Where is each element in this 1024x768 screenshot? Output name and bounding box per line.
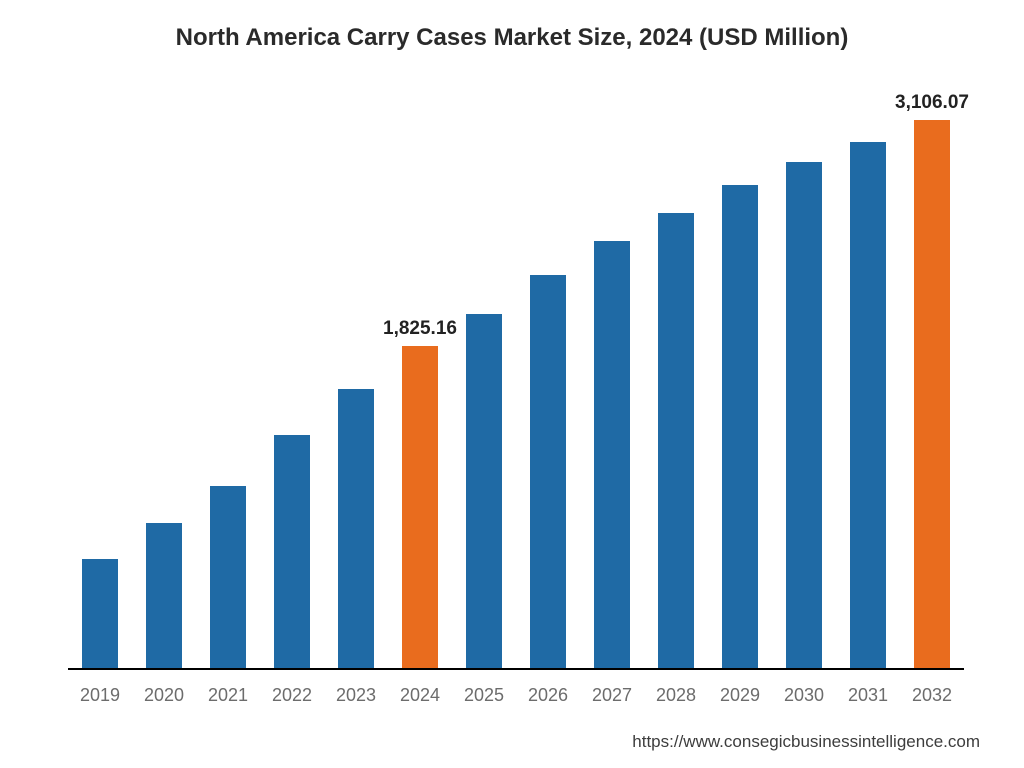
bar-slot: 3,106.07 [900, 86, 964, 668]
x-tick-label: 2031 [836, 685, 900, 706]
bar-slot: 1,825.16 [388, 86, 452, 668]
x-tick-label: 2028 [644, 685, 708, 706]
bar-slot [196, 86, 260, 668]
bar-slot [516, 86, 580, 668]
x-tick-label: 2032 [900, 685, 964, 706]
bar-slot [260, 86, 324, 668]
bar-slot [836, 86, 900, 668]
source-url-text: https://www.consegicbusinessintelligence… [632, 732, 980, 752]
bar [146, 523, 182, 668]
bar: 3,106.07 [914, 120, 950, 668]
bar [338, 389, 374, 668]
x-tick-label: 2019 [68, 685, 132, 706]
bar [466, 314, 502, 668]
bar [850, 142, 886, 668]
x-tick-label: 2022 [260, 685, 324, 706]
bar-value-label: 3,106.07 [895, 92, 969, 114]
bar [274, 435, 310, 668]
x-axis-labels: 2019202020212022202320242025202620272028… [68, 685, 964, 706]
bar: 1,825.16 [402, 346, 438, 668]
x-tick-label: 2026 [516, 685, 580, 706]
x-tick-label: 2024 [388, 685, 452, 706]
bar-slot [644, 86, 708, 668]
bar-slot [68, 86, 132, 668]
x-tick-label: 2023 [324, 685, 388, 706]
chart-card: North America Carry Cases Market Size, 2… [0, 0, 1024, 768]
x-tick-label: 2027 [580, 685, 644, 706]
bar [722, 185, 758, 668]
bar-slot [708, 86, 772, 668]
bar [210, 486, 246, 668]
bar-slot [772, 86, 836, 668]
bar [82, 559, 118, 668]
bar [530, 275, 566, 668]
bar-slot [452, 86, 516, 668]
bar-slot [580, 86, 644, 668]
x-tick-label: 2025 [452, 685, 516, 706]
x-tick-label: 2020 [132, 685, 196, 706]
bar [658, 213, 694, 668]
bar-slot [132, 86, 196, 668]
chart-area: 1,825.163,106.07 20192020202120222023202… [68, 86, 964, 748]
x-tick-label: 2021 [196, 685, 260, 706]
bar [594, 241, 630, 668]
x-tick-label: 2029 [708, 685, 772, 706]
plot-area: 1,825.16 3,106.07 [68, 86, 964, 670]
bar-slot [324, 86, 388, 668]
bar-value-label: 1,825.16 [383, 318, 457, 340]
bar [786, 162, 822, 668]
bars-container: 1,825.16 3,106.07 [68, 86, 964, 668]
chart-title: North America Carry Cases Market Size, 2… [40, 24, 984, 52]
x-tick-label: 2030 [772, 685, 836, 706]
